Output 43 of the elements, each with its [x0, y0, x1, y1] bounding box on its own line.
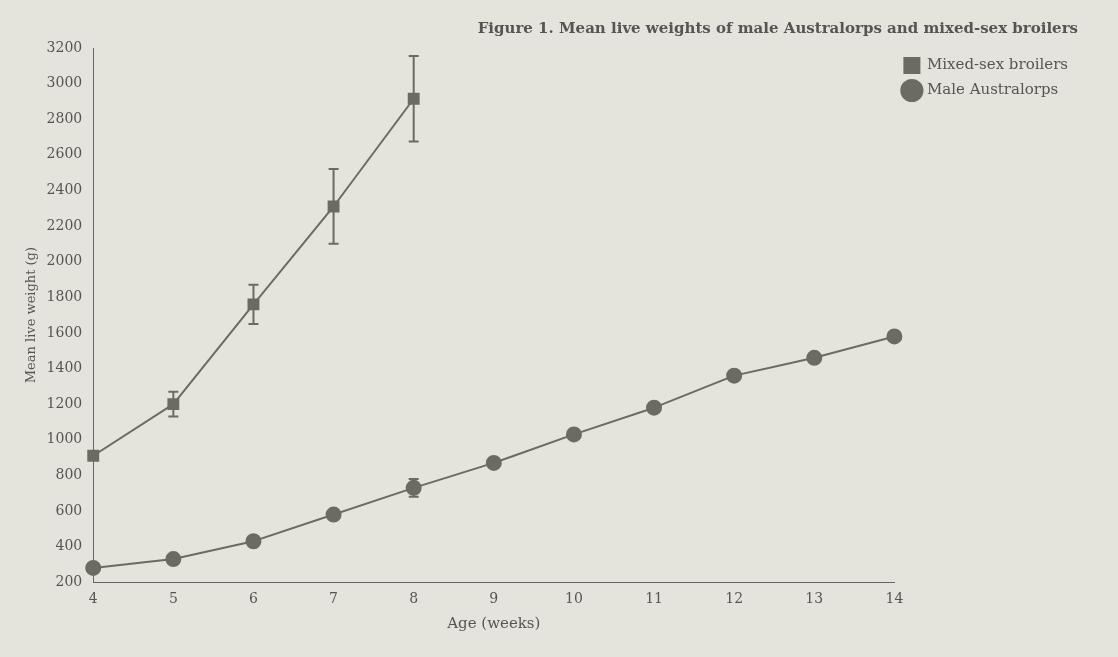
- y-tick-label: 800: [55, 466, 83, 482]
- y-tick-label: 2000: [46, 252, 83, 269]
- x-tick-label: 12: [725, 590, 744, 607]
- y-tick-label: 3200: [46, 38, 83, 55]
- point: [806, 349, 823, 366]
- point: [565, 426, 582, 443]
- y-tick-label: 2200: [46, 216, 83, 233]
- legend-label: Male Australorps: [926, 80, 1059, 99]
- x-tick-label: 14: [885, 590, 904, 607]
- y-tick-label: 1400: [46, 359, 83, 376]
- y-tick-label: 1600: [46, 323, 83, 340]
- x-tick-label: 9: [489, 590, 499, 607]
- y-tick-label: 200: [55, 572, 83, 589]
- point: [245, 533, 262, 550]
- y-tick-label: 3000: [46, 74, 83, 91]
- y-axis-title: Mean live weight (g): [23, 246, 39, 384]
- y-tick-label: 1200: [46, 394, 83, 411]
- point: [85, 559, 102, 576]
- point: [646, 399, 663, 416]
- x-tick-label: 7: [329, 590, 339, 607]
- y-tick-label: 1800: [46, 287, 83, 304]
- y-tick-label: 600: [55, 501, 83, 518]
- point: [325, 506, 342, 523]
- x-tick-label: 8: [409, 590, 419, 607]
- x-tick-label: 6: [249, 590, 258, 607]
- y-tick-label: 2600: [46, 145, 83, 162]
- point: [886, 328, 903, 345]
- x-tick-label: 11: [645, 590, 663, 607]
- point: [165, 551, 182, 568]
- y-tick-label: 2400: [46, 181, 83, 198]
- chart-title: Figure 1. Mean live weights of male Australorps and mixed-sex broilers: [477, 18, 1078, 37]
- point: [726, 367, 743, 384]
- x-tick-label: 10: [565, 590, 583, 607]
- point: [485, 454, 502, 471]
- y-tick-label: 400: [55, 537, 83, 554]
- x-axis-title: Age (weeks): [446, 613, 541, 632]
- x-tick-label: 5: [168, 590, 178, 607]
- y-tick-label: 1000: [46, 430, 83, 447]
- x-tick-label: 13: [805, 590, 824, 607]
- point: [87, 449, 100, 462]
- legend-label: Mixed-sex broilers: [926, 55, 1068, 74]
- y-tick-label: 2800: [46, 109, 83, 126]
- x-tick-label: 4: [88, 590, 98, 607]
